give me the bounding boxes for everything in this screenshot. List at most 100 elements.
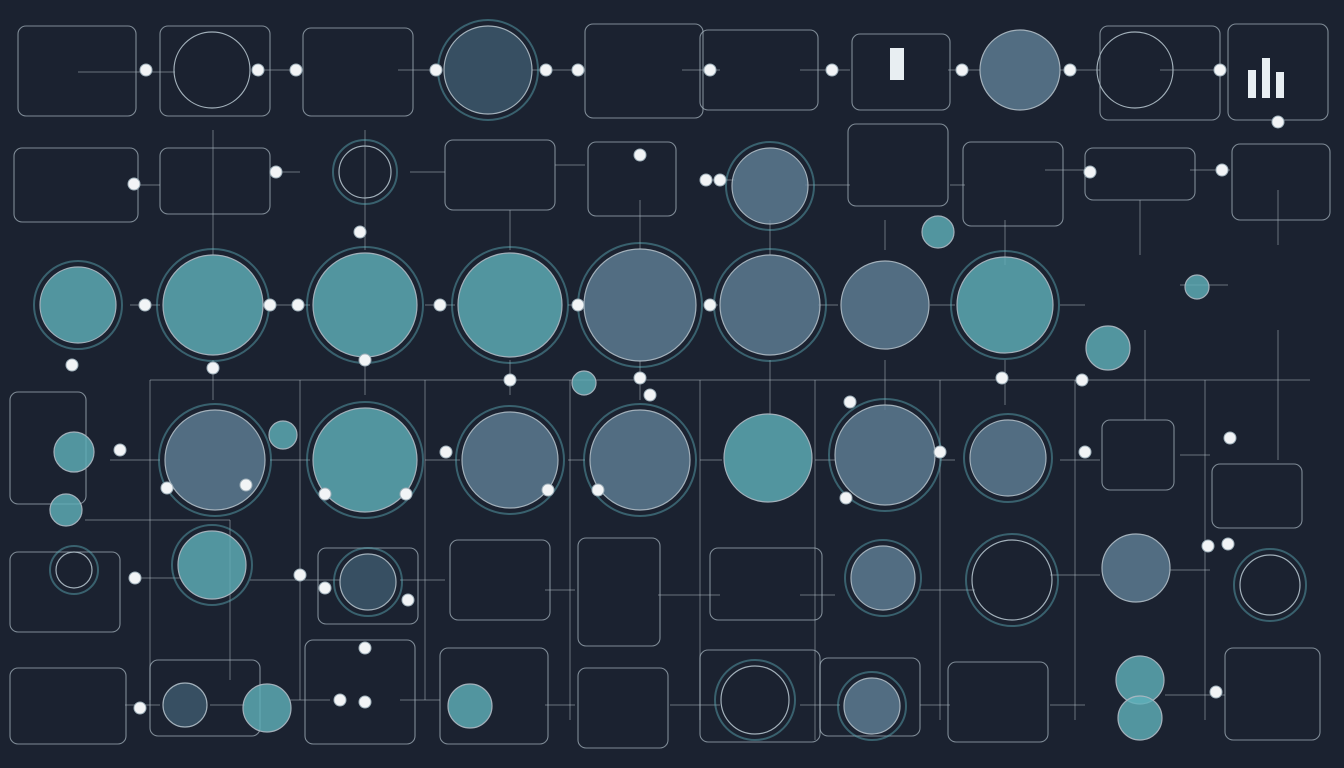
- bar-chart-icon: [1248, 70, 1256, 98]
- connector-dot: [633, 371, 647, 385]
- process-node: [956, 256, 1054, 354]
- node-ring: [714, 659, 796, 741]
- process-node: [55, 551, 93, 589]
- connector-dot: [995, 371, 1009, 385]
- process-box: [699, 29, 819, 111]
- process-box: [439, 647, 549, 745]
- connector-dot: [503, 373, 517, 387]
- process-node: [173, 31, 251, 109]
- process-box: [847, 123, 949, 207]
- connector-dot: [839, 491, 853, 505]
- process-node: [177, 530, 247, 600]
- process-box: [302, 27, 414, 117]
- node-ring: [451, 246, 569, 364]
- connector-dot: [591, 483, 605, 497]
- process-box: [1211, 463, 1303, 529]
- process-box: [1231, 143, 1331, 221]
- node-ring: [333, 547, 403, 617]
- process-box: [709, 547, 823, 621]
- process-box: [587, 141, 677, 217]
- connector-dot: [318, 581, 332, 595]
- process-box: [13, 147, 139, 223]
- process-box: [1101, 419, 1175, 491]
- connector-dot: [439, 445, 453, 459]
- connector-dot: [358, 695, 372, 709]
- process-node: [921, 215, 955, 249]
- connector-dot: [825, 63, 839, 77]
- connector-dot: [1213, 63, 1227, 77]
- process-box: [1224, 647, 1321, 741]
- process-node: [723, 413, 813, 503]
- process-node: [1101, 533, 1171, 603]
- bar-chart-icon: [1262, 58, 1270, 98]
- process-box: [962, 141, 1064, 227]
- connector-dot: [333, 693, 347, 707]
- connector-dot: [633, 148, 647, 162]
- process-node: [1085, 325, 1131, 371]
- connector-dot: [206, 361, 220, 375]
- process-box: [947, 661, 1049, 743]
- process-node: [162, 682, 208, 728]
- connector-dot: [643, 388, 657, 402]
- process-box: [1084, 147, 1196, 201]
- process-box: [9, 667, 127, 745]
- connector-dot: [399, 487, 413, 501]
- process-node: [1096, 31, 1174, 109]
- node-ring: [965, 533, 1059, 627]
- connector-dot: [955, 63, 969, 77]
- process-node: [457, 252, 563, 358]
- process-node: [162, 254, 264, 356]
- process-node: [164, 409, 266, 511]
- connector-dot: [1209, 685, 1223, 699]
- node-ring: [844, 539, 922, 617]
- connector-dot: [128, 571, 142, 585]
- process-node: [443, 25, 533, 115]
- process-node: [339, 553, 397, 611]
- connector-dot: [251, 63, 265, 77]
- process-node: [979, 29, 1061, 111]
- process-node: [1184, 274, 1210, 300]
- connector-dot: [138, 298, 152, 312]
- node-ring: [1233, 548, 1307, 622]
- process-box: [699, 649, 821, 743]
- connector-dot: [291, 298, 305, 312]
- process-box: [9, 551, 121, 633]
- connector-dot: [571, 63, 585, 77]
- process-box: [17, 25, 137, 117]
- connector-dot: [1201, 539, 1215, 553]
- node-ring: [158, 403, 272, 517]
- process-node: [571, 370, 597, 396]
- process-node: [583, 248, 697, 362]
- process-box: [449, 539, 551, 621]
- process-node: [719, 254, 821, 356]
- process-box: [159, 147, 271, 215]
- connector-dot: [1075, 373, 1089, 387]
- process-node: [731, 147, 809, 225]
- node-ring: [963, 413, 1053, 503]
- process-box: [819, 657, 921, 737]
- node-ring: [306, 401, 424, 519]
- process-node: [589, 409, 691, 511]
- process-box: [577, 537, 661, 647]
- process-node: [312, 252, 418, 358]
- process-box: [584, 23, 704, 119]
- process-box: [317, 547, 419, 625]
- process-box: [577, 667, 669, 749]
- connector-dot: [571, 298, 585, 312]
- connector-dot: [239, 478, 253, 492]
- connector-dot: [1223, 431, 1237, 445]
- process-box: [1099, 25, 1221, 121]
- node-ring: [171, 524, 253, 606]
- connector-dot: [1221, 537, 1235, 551]
- connector-dot: [713, 173, 727, 187]
- connector-dot: [433, 298, 447, 312]
- connector-dot: [289, 63, 303, 77]
- connector-dot: [65, 358, 79, 372]
- connector-dot: [139, 63, 153, 77]
- process-node: [447, 683, 493, 729]
- connector-dot: [401, 593, 415, 607]
- process-node: [850, 545, 916, 611]
- process-box: [304, 639, 416, 745]
